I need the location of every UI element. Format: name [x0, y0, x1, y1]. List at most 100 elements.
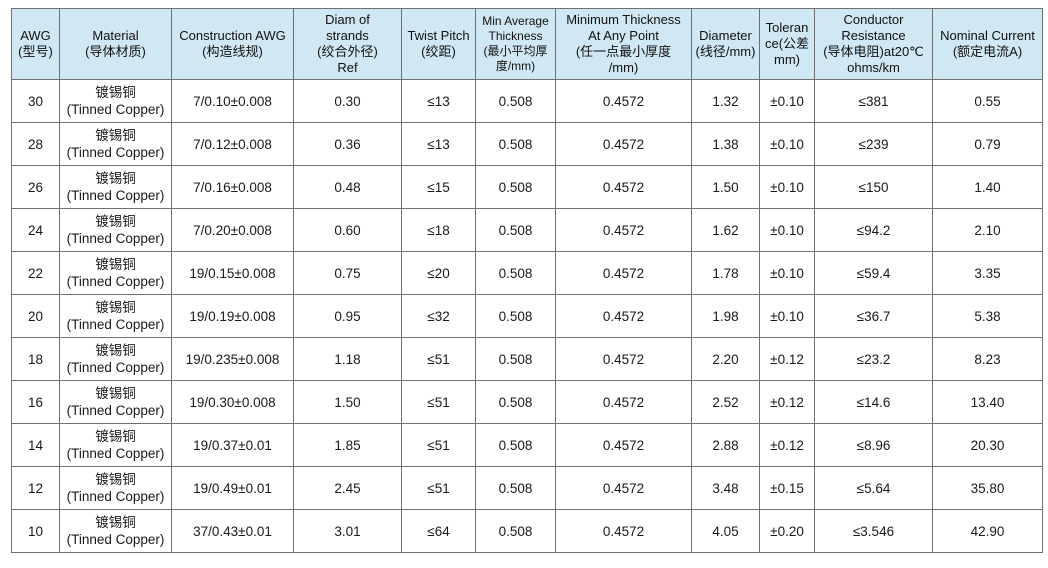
- material-cn: 镀锡铜: [95, 343, 136, 358]
- cell-material: 镀锡铜 (Tinned Copper): [59, 509, 172, 553]
- header-pitch-line2: (绞距): [421, 44, 456, 59]
- header-material-line2: (导体材质): [85, 44, 146, 59]
- cell-diam-strands: 1.50: [293, 380, 402, 424]
- header-awg: AWG (型号): [11, 8, 60, 80]
- cell-tolerance: ±0.10: [759, 251, 815, 295]
- cell-nominal-current: 8.23: [932, 337, 1043, 381]
- cell-diam-strands: 1.18: [293, 337, 402, 381]
- cell-diameter: 1.32: [691, 79, 760, 123]
- cell-nominal-current: 3.35: [932, 251, 1043, 295]
- header-minpoint-line2: At Any Point: [588, 28, 659, 43]
- cell-awg: 22: [11, 251, 60, 295]
- cell-material: 镀锡铜 (Tinned Copper): [59, 294, 172, 338]
- cell-resistance: ≤3.546: [814, 509, 933, 553]
- header-diam-line3: (绞合外径): [317, 44, 378, 59]
- header-res-line3: (导体电阻)at20℃: [823, 44, 924, 59]
- material-en: (Tinned Copper): [66, 446, 165, 461]
- cell-construction: 19/0.15±0.008: [171, 251, 294, 295]
- material-en: (Tinned Copper): [66, 145, 165, 160]
- material-cn: 镀锡铜: [95, 257, 136, 272]
- cell-tolerance: ±0.10: [759, 79, 815, 123]
- cell-twist-pitch: ≤20: [401, 251, 476, 295]
- material-en: (Tinned Copper): [66, 231, 165, 246]
- material-cn: 镀锡铜: [95, 214, 136, 229]
- cell-nominal-current: 35.80: [932, 466, 1043, 510]
- cell-awg: 20: [11, 294, 60, 338]
- cell-tolerance: ±0.20: [759, 509, 815, 553]
- table-row: 30 镀锡铜 (Tinned Copper) 7/0.10±0.008 0.30 ≤13 0…: [11, 79, 1043, 123]
- cell-awg: 26: [11, 165, 60, 209]
- material-cn: 镀锡铜: [95, 472, 136, 487]
- table-row: 12 镀锡铜 (Tinned Copper) 19/0.49±0.01 2.45 ≤51 0…: [11, 466, 1043, 510]
- cell-construction: 19/0.37±0.01: [171, 423, 294, 467]
- material-cn: 镀锡铜: [95, 85, 136, 100]
- header-tolerance: Toleran ce(公差 mm): [759, 8, 815, 80]
- wire-spec-table: AWG (型号) Material (导体材质) Construction AW…: [11, 8, 1043, 553]
- table-row: 10 镀锡铜 (Tinned Copper) 37/0.43±0.01 3.01 ≤64 0…: [11, 509, 1043, 553]
- cell-nominal-current: 42.90: [932, 509, 1043, 553]
- cell-construction: 7/0.10±0.008: [171, 79, 294, 123]
- cell-material: 镀锡铜 (Tinned Copper): [59, 251, 172, 295]
- header-row: AWG (型号) Material (导体材质) Construction AW…: [11, 8, 1043, 80]
- header-diam-line4: Ref: [337, 60, 358, 75]
- cell-twist-pitch: ≤13: [401, 79, 476, 123]
- header-diameter-line2: (线径/mm): [695, 44, 756, 59]
- header-current-line2: (额定电流A): [952, 44, 1023, 59]
- cell-diam-strands: 0.60: [293, 208, 402, 252]
- cell-twist-pitch: ≤51: [401, 423, 476, 467]
- cell-min-avg-thickness: 0.508: [475, 509, 556, 553]
- header-material: Material (导体材质): [59, 8, 172, 80]
- table-row: 14 镀锡铜 (Tinned Copper) 19/0.37±0.01 1.85 ≤51 0…: [11, 423, 1043, 467]
- cell-min-avg-thickness: 0.508: [475, 165, 556, 209]
- cell-min-avg-thickness: 0.508: [475, 79, 556, 123]
- cell-min-avg-thickness: 0.508: [475, 337, 556, 381]
- cell-diam-strands: 1.85: [293, 423, 402, 467]
- cell-diameter: 1.50: [691, 165, 760, 209]
- cell-material: 镀锡铜 (Tinned Copper): [59, 380, 172, 424]
- table-row: 16 镀锡铜 (Tinned Copper) 19/0.30±0.008 1.50 ≤51…: [11, 380, 1043, 424]
- header-construction-line2: (构造线规): [202, 44, 263, 59]
- cell-diam-strands: 0.30: [293, 79, 402, 123]
- cell-material: 镀锡铜 (Tinned Copper): [59, 466, 172, 510]
- cell-diam-strands: 3.01: [293, 509, 402, 553]
- cell-construction: 19/0.19±0.008: [171, 294, 294, 338]
- material-en: (Tinned Copper): [66, 102, 165, 117]
- material-en: (Tinned Copper): [66, 317, 165, 332]
- cell-resistance: ≤5.64: [814, 466, 933, 510]
- cell-min-avg-thickness: 0.508: [475, 251, 556, 295]
- material-cn: 镀锡铜: [95, 515, 136, 530]
- header-conductor-resistance: Conductor Resistance (导体电阻)at20℃ ohms/km: [814, 8, 933, 80]
- header-res-line4: ohms/km: [847, 60, 900, 75]
- cell-material: 镀锡铜 (Tinned Copper): [59, 122, 172, 166]
- cell-twist-pitch: ≤51: [401, 337, 476, 381]
- cell-twist-pitch: ≤32: [401, 294, 476, 338]
- cell-tolerance: ±0.10: [759, 294, 815, 338]
- cell-diam-strands: 0.75: [293, 251, 402, 295]
- material-en: (Tinned Copper): [66, 274, 165, 289]
- header-minavg-line4: 度/mm): [495, 59, 536, 73]
- cell-tolerance: ±0.12: [759, 380, 815, 424]
- cell-min-thickness-point: 0.4572: [555, 165, 692, 209]
- material-en: (Tinned Copper): [66, 403, 165, 418]
- header-minpoint-line3: (任一点最小厚度: [575, 44, 672, 59]
- cell-material: 镀锡铜 (Tinned Copper): [59, 337, 172, 381]
- cell-nominal-current: 1.40: [932, 165, 1043, 209]
- header-pitch-line1: Twist Pitch: [407, 28, 470, 43]
- cell-twist-pitch: ≤51: [401, 466, 476, 510]
- cell-min-thickness-point: 0.4572: [555, 423, 692, 467]
- header-construction-line1: Construction AWG: [179, 28, 286, 43]
- cell-tolerance: ±0.10: [759, 122, 815, 166]
- material-cn: 镀锡铜: [95, 128, 136, 143]
- cell-tolerance: ±0.10: [759, 165, 815, 209]
- header-minavg-line2: Thickness: [488, 29, 543, 43]
- cell-diameter: 1.78: [691, 251, 760, 295]
- cell-twist-pitch: ≤15: [401, 165, 476, 209]
- cell-twist-pitch: ≤18: [401, 208, 476, 252]
- header-awg-line1: AWG: [20, 28, 51, 43]
- header-minavg-line3: (最小平均厚: [483, 44, 548, 58]
- material-en: (Tinned Copper): [66, 188, 165, 203]
- header-twist-pitch: Twist Pitch (绞距): [401, 8, 476, 80]
- header-construction: Construction AWG (构造线规): [171, 8, 294, 80]
- header-min-thickness-point: Minimum Thickness At Any Point (任一点最小厚度 …: [555, 8, 692, 80]
- cell-min-thickness-point: 0.4572: [555, 466, 692, 510]
